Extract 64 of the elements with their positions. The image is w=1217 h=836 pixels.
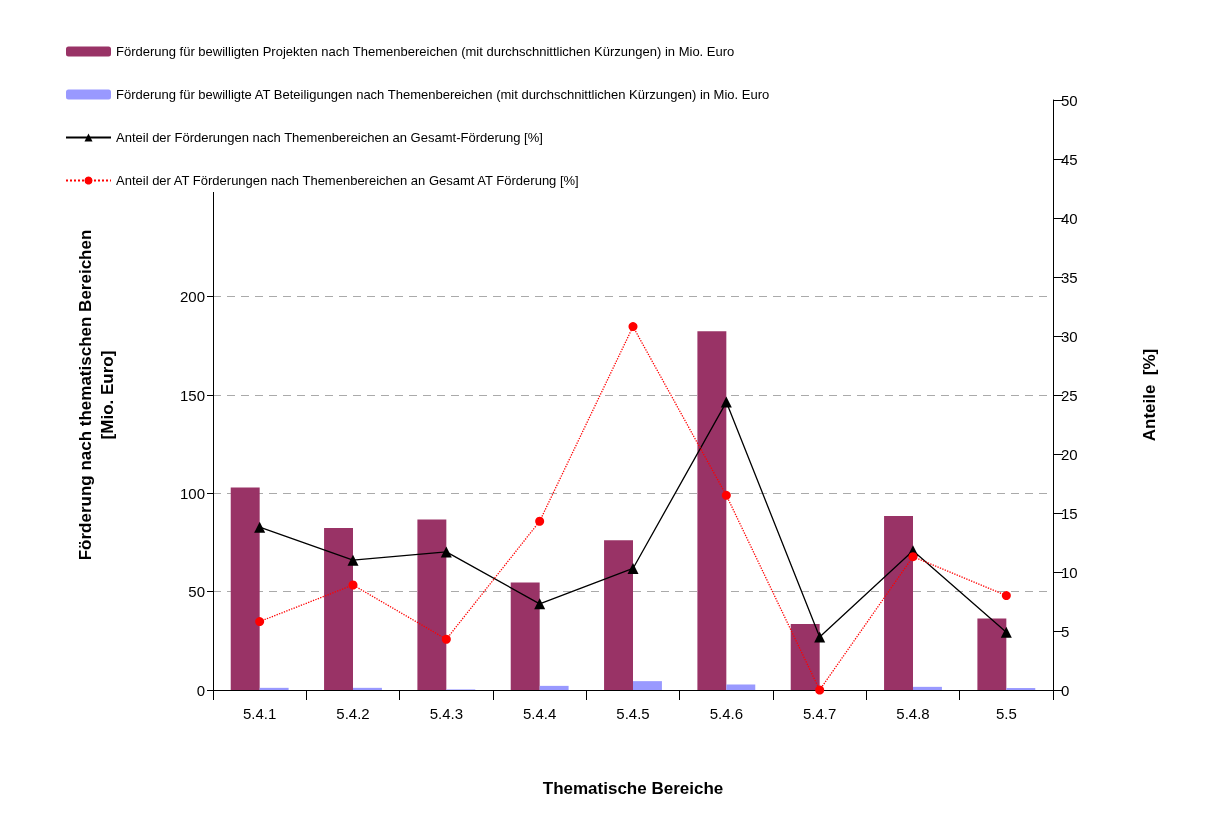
x-axis-title: Thematische Bereiche [542,779,724,798]
point [1001,591,1011,601]
bar [697,331,727,690]
y-tick-label: 150 [179,386,205,404]
x-tick-label: 5.4.6 [709,705,744,722]
point [255,617,265,627]
point [628,322,638,332]
x-tick-label: 5.4.7 [802,705,837,722]
y2-tick-label: 30 [1061,327,1078,345]
y2-tick-label: 40 [1061,209,1078,227]
point [814,631,826,643]
y2-tick-label: 5 [1061,622,1070,640]
bar [324,527,353,690]
y2-tick-label: 25 [1061,386,1078,404]
point [254,521,266,533]
bar [259,687,289,690]
y2-tick-label: 0 [1061,681,1070,699]
y2-tick-label: 35 [1061,268,1078,286]
x-tick-label: 5.4.3 [429,705,464,722]
point [348,580,358,590]
legend-label: Anteil der AT Förderungen nach Themenbereichen an Gesamt AT Förderung [%] [116,173,579,188]
point [347,554,359,566]
bar [884,515,913,690]
point [1000,626,1012,638]
bar [790,624,820,690]
point [440,546,452,558]
point [535,516,545,526]
bar [510,582,540,690]
y-tick-label: 50 [188,583,205,601]
x-tick-label: 5.4.5 [616,705,650,722]
y-tick-label: 200 [179,288,205,306]
bar [977,618,1007,690]
point [441,634,451,644]
y-tick-label: 0 [196,681,205,699]
point [815,685,825,695]
y-tick-label: 100 [179,484,205,502]
point [908,552,918,562]
point [720,396,732,408]
legend-label: Anteil der Förderungen nach Themenbereichen an Gesamt-Förderung [%] [116,130,543,145]
bar [604,540,633,690]
x-tick-label: 5.4.8 [896,705,930,722]
y2-tick-label: 20 [1061,445,1078,463]
y-axis-title: Förderung nach thematischen Bereichen [Mio. Euro] [75,229,117,561]
point [721,490,731,500]
y2-tick-label: 10 [1061,563,1078,581]
bar [353,687,382,690]
x-tick-label: 5.4.4 [522,705,557,722]
bar [417,519,447,690]
point [534,598,546,610]
legend-label: Förderung für bewilligte AT Beteiligungen nach Themenbereichen (mit durchschnittlichen Kürzungen) in Mio. Euro [116,87,770,102]
legend-label: Förderung für bewilligten Projekten nach Themenbereichen (mit durchschnittlichen Kürzungen) in Mio. Euro [116,44,735,59]
y2-axis-title: Anteile [%] [1139,348,1159,442]
y2-tick-label: 45 [1061,150,1078,168]
bar [726,684,756,690]
x-tick-label: 5.4.1 [242,705,277,722]
y2-tick-label: 50 [1061,91,1078,109]
bar [539,685,569,690]
point [627,562,639,574]
y2-tick-label: 15 [1061,504,1078,522]
bar [230,487,260,690]
x-tick-label: 5.4.2 [336,705,370,722]
bar [913,686,942,690]
bar [633,681,662,690]
x-tick-label: 5.5 [995,705,1017,722]
